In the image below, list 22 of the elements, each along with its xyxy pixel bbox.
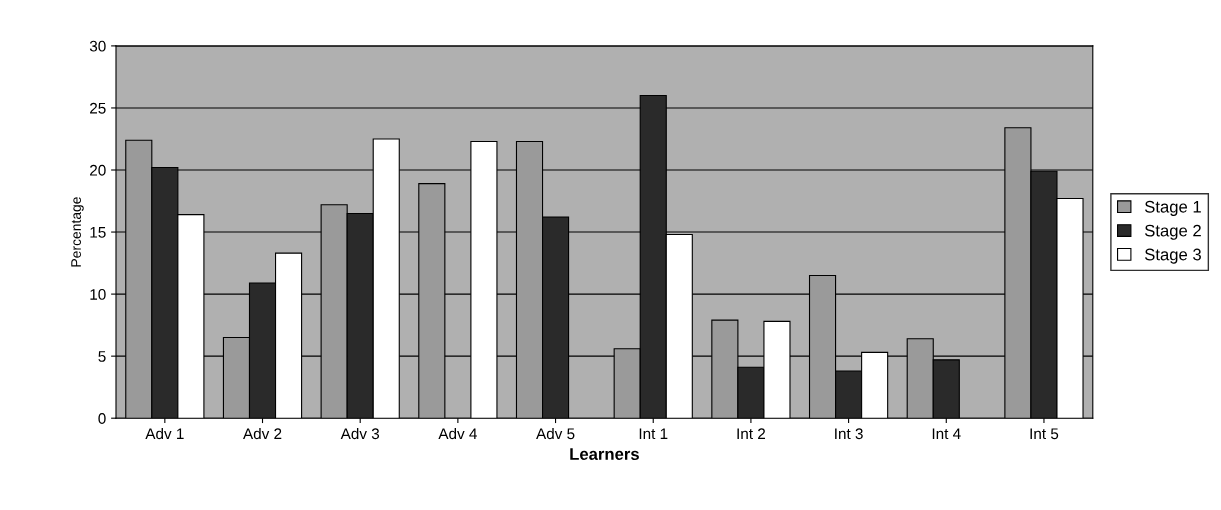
x-axis-title: Learners — [570, 448, 639, 460]
x-tick-label: Adv 2 — [243, 427, 282, 440]
x-tick-label: Adv 5 — [536, 427, 575, 440]
y-tick-label: 10 — [90, 288, 106, 300]
x-tick-label: Adv 3 — [340, 427, 380, 440]
y-tick-label: 0 — [98, 413, 106, 424]
legend-label: Stage 3 — [1144, 248, 1201, 264]
x-tick-label: Adv 4 — [438, 427, 477, 440]
y-tick-label: 30 — [89, 40, 106, 52]
y-tick-label: 15 — [90, 227, 106, 238]
x-tick-label: Int 3 — [835, 428, 863, 440]
y-tick-label: 20 — [90, 164, 106, 176]
x-tick-label: Int 2 — [737, 428, 766, 440]
x-tick-label: Adv 1 — [145, 427, 184, 440]
y-tick-label: 5 — [98, 351, 106, 362]
x-tick-label: Int 5 — [1030, 428, 1059, 440]
x-tick-label: Int 4 — [932, 428, 961, 440]
y-tick-label: 25 — [90, 102, 106, 114]
legend-label: Stage 1 — [1144, 200, 1201, 216]
legend-label: Stage 2 — [1144, 224, 1201, 240]
y-axis-title: Percentage — [71, 197, 84, 267]
x-tick-label: Int 1 — [639, 428, 668, 440]
